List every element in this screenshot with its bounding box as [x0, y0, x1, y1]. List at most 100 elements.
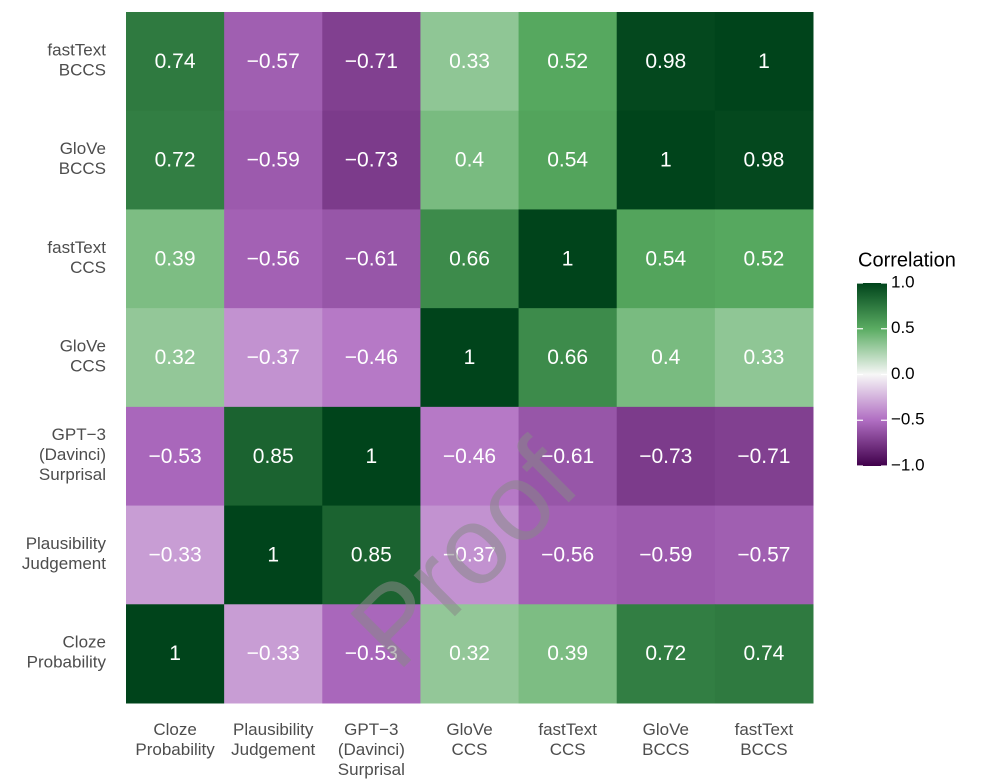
label-line: GPT−3: [52, 426, 106, 445]
label-line: BCCS: [740, 740, 787, 759]
cell-label: −0.59: [639, 543, 692, 566]
cell-label: −0.71: [737, 445, 790, 468]
cell: [616, 110, 716, 210]
cell-label: 0.98: [743, 149, 784, 172]
cell-label: −0.46: [443, 445, 496, 468]
label-line: BCCS: [642, 740, 689, 759]
label-line: fastText: [538, 720, 597, 739]
cell-label: 0.66: [547, 346, 588, 369]
cell: [420, 308, 520, 408]
x-tick-label: Plausibility Judgement: [231, 720, 315, 759]
cell: [224, 505, 323, 605]
cell-label: 0.98: [645, 50, 686, 73]
label-line: Surprisal: [338, 760, 405, 779]
cell: [322, 308, 421, 408]
legend-tick-label: 0.5: [891, 318, 915, 337]
label-line: GloVe: [643, 720, 689, 739]
label-line: (Davinci): [39, 446, 106, 465]
cell-label: 0.52: [743, 247, 784, 270]
cell: [224, 308, 323, 408]
cell: [616, 209, 716, 309]
cell: [714, 604, 814, 704]
label-line: Judgement: [22, 554, 106, 573]
cell: [126, 406, 225, 507]
cell: [322, 604, 421, 704]
cell-label: 0.72: [155, 149, 196, 172]
cell-label: 0.39: [155, 247, 196, 270]
cell: [224, 209, 323, 309]
cell-label: −0.61: [345, 247, 398, 270]
cell: [616, 12, 716, 112]
y-tick-label: fastText CCS: [47, 238, 106, 277]
y-tick-label: Plausibility Judgement: [22, 534, 107, 573]
cell: [714, 110, 814, 210]
cell-label: 0.32: [155, 346, 196, 369]
cell: [322, 209, 421, 309]
label-line: fastText: [47, 41, 106, 60]
cell-label: −0.53: [149, 445, 202, 468]
cell: [714, 308, 814, 408]
cell: [420, 209, 520, 309]
cell-label: 0.85: [253, 445, 294, 468]
cell: [616, 505, 716, 605]
label-line: Cloze: [153, 720, 196, 739]
cell-label: 0.52: [547, 50, 588, 73]
cell-label: −0.56: [541, 543, 594, 566]
label-line: GloVe: [60, 337, 106, 356]
cell-label: −0.57: [737, 543, 790, 566]
cell: [420, 406, 520, 507]
cell-label: −0.71: [345, 50, 398, 73]
label-line: Cloze: [63, 633, 106, 652]
label-line: Probability: [27, 653, 107, 672]
cell: [126, 12, 225, 112]
label-line: fastText: [47, 238, 106, 257]
label-line: BCCS: [59, 61, 106, 80]
cell: [322, 12, 421, 112]
label-line: BCCS: [59, 160, 106, 179]
cell-label: −0.57: [247, 50, 300, 73]
cell: [224, 406, 323, 507]
label-line: CCS: [70, 258, 106, 277]
label-line: CCS: [550, 740, 586, 759]
y-tick-label: GloVe BCCS: [59, 140, 106, 179]
cell: [518, 209, 618, 309]
legend-tick-label: 1.0: [891, 272, 915, 291]
label-line: fastText: [735, 720, 794, 739]
label-line: GPT−3: [344, 720, 398, 739]
cell-label: 0.39: [547, 642, 588, 665]
cell: [518, 12, 618, 112]
cell-label: 1: [267, 543, 279, 566]
cell-label: 1: [562, 247, 574, 270]
cell-label: 0.72: [645, 642, 686, 665]
y-tick-label: fastText BCCS: [47, 41, 106, 80]
legend-tick-label: 0.0: [891, 364, 915, 383]
cell: [420, 12, 520, 112]
cell: [322, 110, 421, 210]
cell: [420, 505, 520, 605]
cell: [126, 110, 225, 210]
cell: [616, 604, 716, 704]
cell: [126, 308, 225, 408]
cell-label: −0.56: [247, 247, 300, 270]
legend-title: Correlation: [858, 249, 956, 271]
cell-label: −0.46: [345, 346, 398, 369]
cell-label: 0.54: [645, 247, 686, 270]
cell-label: −0.37: [443, 543, 496, 566]
cell: [714, 505, 814, 605]
cell-label: −0.53: [345, 642, 398, 665]
cell-label: 0.33: [743, 346, 784, 369]
cell-label: 0.54: [547, 149, 588, 172]
cell: [518, 406, 618, 507]
cell: [420, 110, 520, 210]
cell: [420, 604, 520, 704]
cell: [714, 12, 814, 112]
cell-label: −0.61: [541, 445, 594, 468]
x-tick-label: fastText BCCS: [735, 720, 794, 759]
x-tick-label: Cloze Probability: [135, 720, 215, 759]
x-tick-label: GloVe BCCS: [642, 720, 689, 759]
cell-label: −0.59: [247, 149, 300, 172]
label-line: GloVe: [446, 720, 492, 739]
cell: [126, 505, 225, 605]
legend-tick-label: −0.5: [891, 410, 925, 429]
cell: [322, 505, 421, 605]
